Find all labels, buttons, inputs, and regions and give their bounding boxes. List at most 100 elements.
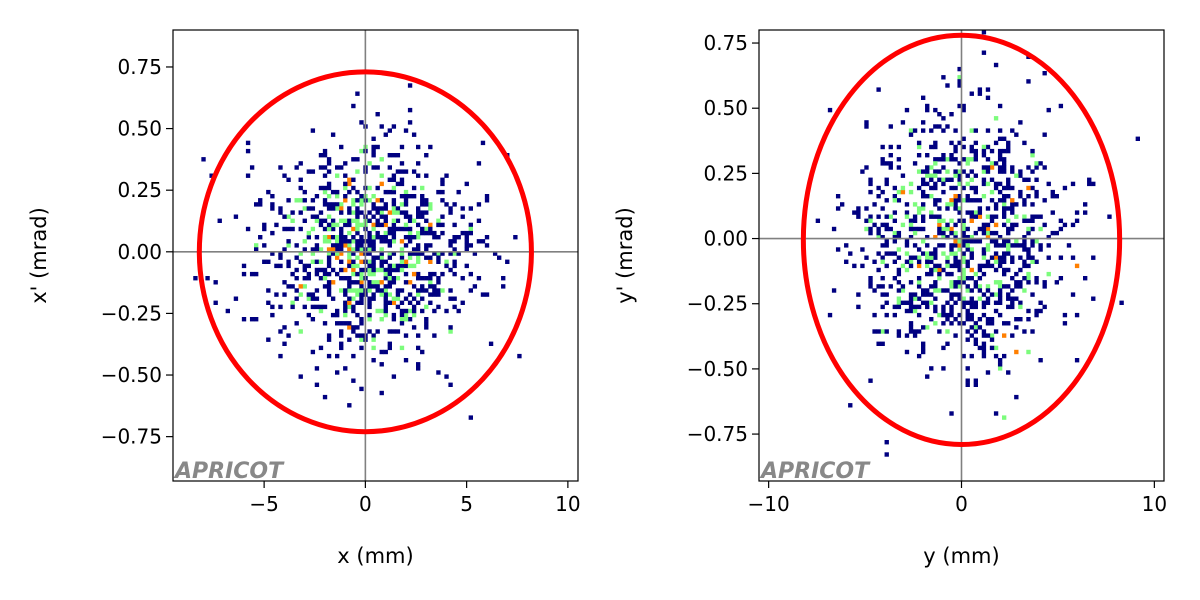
histogram-bin xyxy=(476,202,482,207)
histogram-bin xyxy=(1018,255,1023,260)
histogram-bin xyxy=(347,259,352,264)
histogram-bin xyxy=(420,296,425,301)
histogram-bin xyxy=(411,296,417,301)
histogram-bin xyxy=(322,235,328,240)
histogram-bin xyxy=(925,181,930,187)
histogram-bin xyxy=(835,206,841,211)
histogram-bin xyxy=(864,120,869,125)
histogram-bin xyxy=(278,263,283,269)
histogram-bin xyxy=(407,255,413,260)
histogram-bin xyxy=(1046,235,1051,240)
histogram-bin xyxy=(432,284,437,289)
histogram-bin xyxy=(213,280,218,285)
histogram-bin xyxy=(347,337,352,342)
histogram-bin xyxy=(892,304,897,310)
histogram-bin xyxy=(411,185,417,191)
histogram-bin xyxy=(1006,181,1011,187)
histogram-bin xyxy=(957,259,962,264)
histogram-bin xyxy=(367,235,372,240)
histogram-bin xyxy=(262,226,267,232)
histogram-bin xyxy=(335,202,340,207)
histogram-bin xyxy=(1030,243,1035,248)
histogram-bin xyxy=(965,284,970,289)
histogram-bin xyxy=(339,243,344,248)
histogram-bin xyxy=(921,325,926,330)
histogram-bin xyxy=(302,267,307,273)
histogram-bin xyxy=(379,390,384,396)
histogram-bin xyxy=(420,349,425,355)
histogram-bin xyxy=(981,194,987,199)
histogram-bin xyxy=(371,202,376,207)
histogram-bin xyxy=(868,230,873,236)
histogram-bin xyxy=(399,194,405,199)
histogram-bin xyxy=(314,194,320,199)
histogram-bin xyxy=(355,198,360,203)
histogram-bin xyxy=(856,206,861,211)
histogram-bin xyxy=(864,165,869,170)
histogram-bin xyxy=(949,280,954,285)
histogram-bin xyxy=(245,173,251,178)
histogram-bin xyxy=(351,267,356,273)
histogram-bin xyxy=(904,300,910,305)
histogram-bin xyxy=(945,222,950,228)
histogram-bin xyxy=(403,198,409,203)
histogram-bin xyxy=(501,276,506,281)
histogram-bin xyxy=(302,284,307,289)
histogram-bin xyxy=(997,362,1003,367)
histogram-bin xyxy=(343,218,348,223)
histogram-bin xyxy=(941,345,946,351)
histogram-bin xyxy=(513,235,518,240)
histogram-bin xyxy=(359,333,364,338)
histogram-bin xyxy=(359,210,364,215)
histogram-bin xyxy=(908,263,914,269)
y-tick-label: 0.75 xyxy=(117,55,162,79)
histogram-bin xyxy=(961,255,966,260)
histogram-bin xyxy=(880,255,885,260)
histogram-bin xyxy=(322,198,328,203)
histogram-bin xyxy=(387,153,392,158)
histogram-bin xyxy=(371,214,376,219)
histogram-bin xyxy=(359,296,364,301)
histogram-bin xyxy=(347,189,352,195)
histogram-bin xyxy=(468,206,473,211)
histogram-bin xyxy=(359,271,364,277)
histogram-bin xyxy=(367,329,372,334)
histogram-bin xyxy=(411,271,417,277)
histogram-bin xyxy=(391,153,397,158)
histogram-bin xyxy=(937,329,942,334)
histogram-bin xyxy=(424,226,429,232)
histogram-bin xyxy=(298,292,303,297)
histogram-bin xyxy=(448,382,453,387)
histogram-bin xyxy=(945,259,950,264)
histogram-bin xyxy=(1002,284,1007,289)
histogram-bin xyxy=(929,317,934,322)
histogram-bin xyxy=(929,165,934,170)
histogram-bin xyxy=(395,169,401,174)
histogram-bin xyxy=(420,284,425,289)
histogram-bin xyxy=(953,222,958,228)
histogram-bin xyxy=(1014,280,1019,285)
histogram-bin xyxy=(957,284,962,289)
histogram-bin xyxy=(371,296,376,301)
histogram-bin xyxy=(969,169,974,174)
histogram-bin xyxy=(921,226,926,232)
right-phase-space-plot: −10 0 100.750.500.250.00−0.25−0.50−0.75y (… xyxy=(613,29,1167,568)
histogram-bin xyxy=(1002,271,1007,277)
histogram-bin xyxy=(391,276,397,281)
histogram-bin xyxy=(1026,218,1031,223)
histogram-bin xyxy=(347,280,352,285)
histogram-bin xyxy=(314,271,320,277)
histogram-bin xyxy=(359,247,364,252)
histogram-bin xyxy=(399,239,405,244)
histogram-bin xyxy=(969,218,974,223)
histogram-bin xyxy=(351,177,356,182)
histogram-bin xyxy=(464,247,469,252)
histogram-bin xyxy=(294,165,299,170)
histogram-bin xyxy=(351,263,356,269)
histogram-bin xyxy=(326,288,332,293)
histogram-bin xyxy=(1058,103,1064,109)
histogram-bin xyxy=(375,329,380,334)
histogram-bin xyxy=(1010,202,1015,207)
histogram-bin xyxy=(399,226,405,232)
histogram-bin xyxy=(925,153,930,158)
